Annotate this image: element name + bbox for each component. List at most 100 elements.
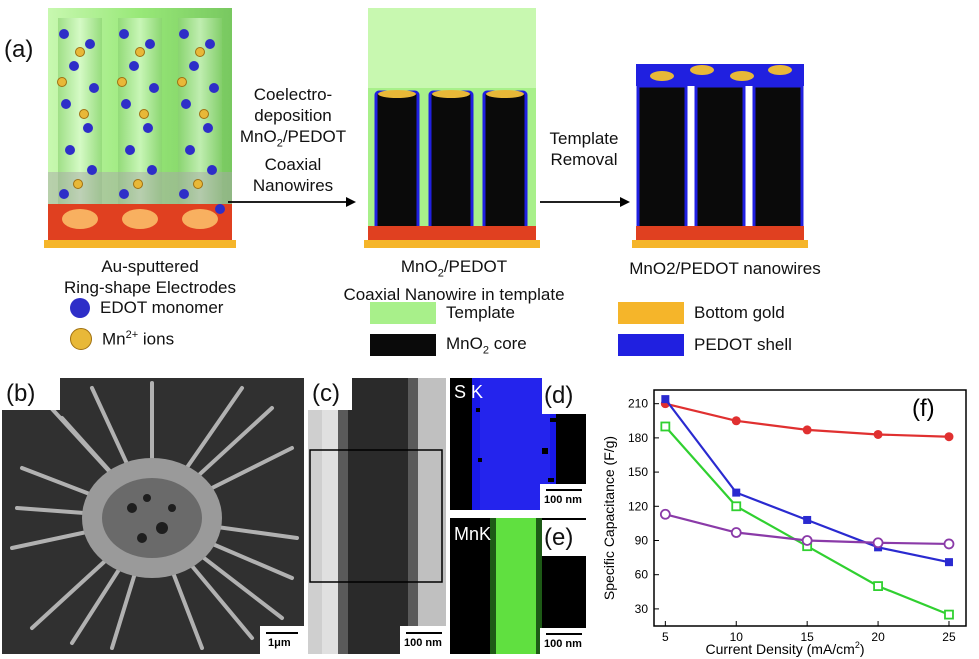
sem-b-label-bg [2, 378, 60, 410]
legend-edot: EDOT monomer [70, 298, 223, 318]
y-tick-label: 150 [628, 465, 648, 479]
x-tick-label: 10 [730, 630, 744, 644]
scale-d-bg [540, 484, 586, 510]
panel-label-d: (d) [544, 382, 574, 409]
arrow-step2 [540, 197, 630, 207]
legend-core: MnO2 core [370, 334, 527, 356]
scale-text-d: 100 nm [544, 494, 582, 506]
y-axis-label: Specific Capacitance (F/g) [601, 436, 617, 600]
caption2-pedot: /PEDOT [443, 257, 508, 276]
legend-shell: PEDOT shell [618, 334, 792, 356]
data-point [732, 488, 741, 497]
panel-label-f: (f) [912, 395, 935, 422]
mn-prefix: Mn [102, 329, 126, 349]
caption-electrodes: Au-sputtered Ring-shape Electrodes [40, 256, 260, 298]
caption2-mno: MnO [400, 257, 438, 276]
tem-nanowire [308, 378, 446, 654]
core-prefix: MnO [446, 334, 483, 353]
arrow-step1 [228, 197, 356, 207]
y-tick-label: 210 [628, 397, 648, 411]
capacitance-chart: 30 60 90 120 150 180 210 5 10 15 20 25 (f) Specific… [601, 389, 967, 657]
core-suffix: core [488, 334, 527, 353]
step1-mno: MnO [239, 127, 277, 146]
template-swatch [370, 302, 436, 324]
data-point [943, 538, 955, 550]
data-point [659, 508, 671, 520]
data-point [801, 535, 813, 546]
scale-text-c: 100 nm [404, 637, 442, 649]
caption2-line-1: MnO2/PEDOT [316, 256, 592, 284]
step1-line-5: Nanowires [252, 176, 334, 196]
legend-gold: Bottom gold [618, 302, 785, 324]
y-tick-label: 60 [635, 568, 649, 582]
data-point [730, 527, 742, 538]
tem-image-c: (c) 100 nm [308, 378, 446, 654]
plot-frame [653, 389, 967, 627]
scale-text-b: 1μm [268, 637, 291, 649]
data-point [661, 395, 670, 404]
data-point [802, 425, 812, 435]
core-swatch [370, 334, 436, 357]
core-sub: 2 [482, 344, 489, 357]
panel-label-a: (a) [4, 36, 34, 63]
scale-e-bg [540, 628, 586, 654]
chart-series [659, 395, 955, 620]
step1-line-2: deposition [254, 106, 332, 125]
step1-line-3: MnO2/PEDOT [228, 126, 358, 154]
x-tick-label: 20 [871, 630, 885, 644]
step1-line-1: Coelectro- [253, 85, 333, 104]
caption2-line-2: Coaxial Nanowire in template [343, 285, 565, 305]
step1-label: Coelectro- deposition MnO2/PEDOT Coaxial… [228, 84, 358, 196]
step1-sub: 2 [276, 137, 283, 150]
mn-ion-icon [70, 328, 92, 350]
scale-bar-d [546, 489, 582, 491]
y-tick-label: 120 [628, 499, 648, 513]
shell-swatch [618, 334, 684, 356]
legend-shell-label: PEDOT shell [694, 335, 792, 354]
data-point [660, 421, 671, 432]
data-point [944, 432, 954, 442]
legend-template: Template [370, 302, 515, 324]
step1-pedot: /PEDOT [282, 127, 347, 146]
edot-icon [70, 298, 90, 318]
panel-label-e: (e) [544, 524, 574, 551]
caption-nanowires: MnO2/PEDOT nanowires [629, 259, 821, 278]
x-axis-label-end: ) [860, 641, 865, 657]
eds-map-d: S K (d) 100 nm [450, 378, 586, 510]
x-axis-label: Current Density (mA/cm2) [705, 640, 864, 657]
mn-suffix: ions [138, 329, 175, 349]
sem-image-b: (b) 1μm [2, 378, 304, 654]
caption1-line-2: Ring-shape Electrodes [64, 278, 236, 297]
scale-bar-e [546, 633, 582, 635]
legend-edot-label: EDOT monomer [100, 298, 224, 317]
schematic-nanowires-block [632, 64, 808, 248]
legend-gold-label: Bottom gold [694, 303, 785, 322]
scale-text-e: 100 nm [544, 638, 582, 650]
scale-b-bg [260, 626, 304, 654]
x-tick-label: 25 [942, 630, 956, 644]
chart-ticks: 30 60 90 120 150 180 210 5 10 15 20 25 [628, 397, 956, 644]
data-point [731, 501, 742, 512]
step1-line-4: Coaxial [264, 155, 322, 175]
step2-line-1: Template [549, 129, 619, 148]
x-tick-label: 5 [662, 630, 669, 644]
tem-c-label-bg [308, 378, 352, 410]
eds-e-label-bg [542, 520, 586, 556]
scale-bar-c [406, 632, 442, 634]
caption-template: MnO2/PEDOT Coaxial Nanowire in template [316, 256, 592, 305]
legend-core-label: MnO2 core [446, 334, 527, 356]
data-point [872, 537, 884, 549]
caption1-line-1: Au-sputtered [101, 257, 199, 276]
y-tick-label: 180 [628, 431, 648, 445]
data-point [731, 416, 741, 426]
data-point [873, 581, 883, 591]
step2-label: Template Removal [538, 128, 630, 170]
eds-d-element: S K [454, 382, 484, 402]
scale-bar-b [266, 632, 298, 634]
schematic-template-block [364, 8, 540, 248]
panel-label-c: (c) [312, 380, 340, 407]
legend-mn: Mn2+ ions [70, 328, 174, 350]
y-tick-label: 30 [635, 602, 649, 616]
data-point [873, 429, 883, 439]
x-tick-label: 15 [800, 630, 814, 644]
